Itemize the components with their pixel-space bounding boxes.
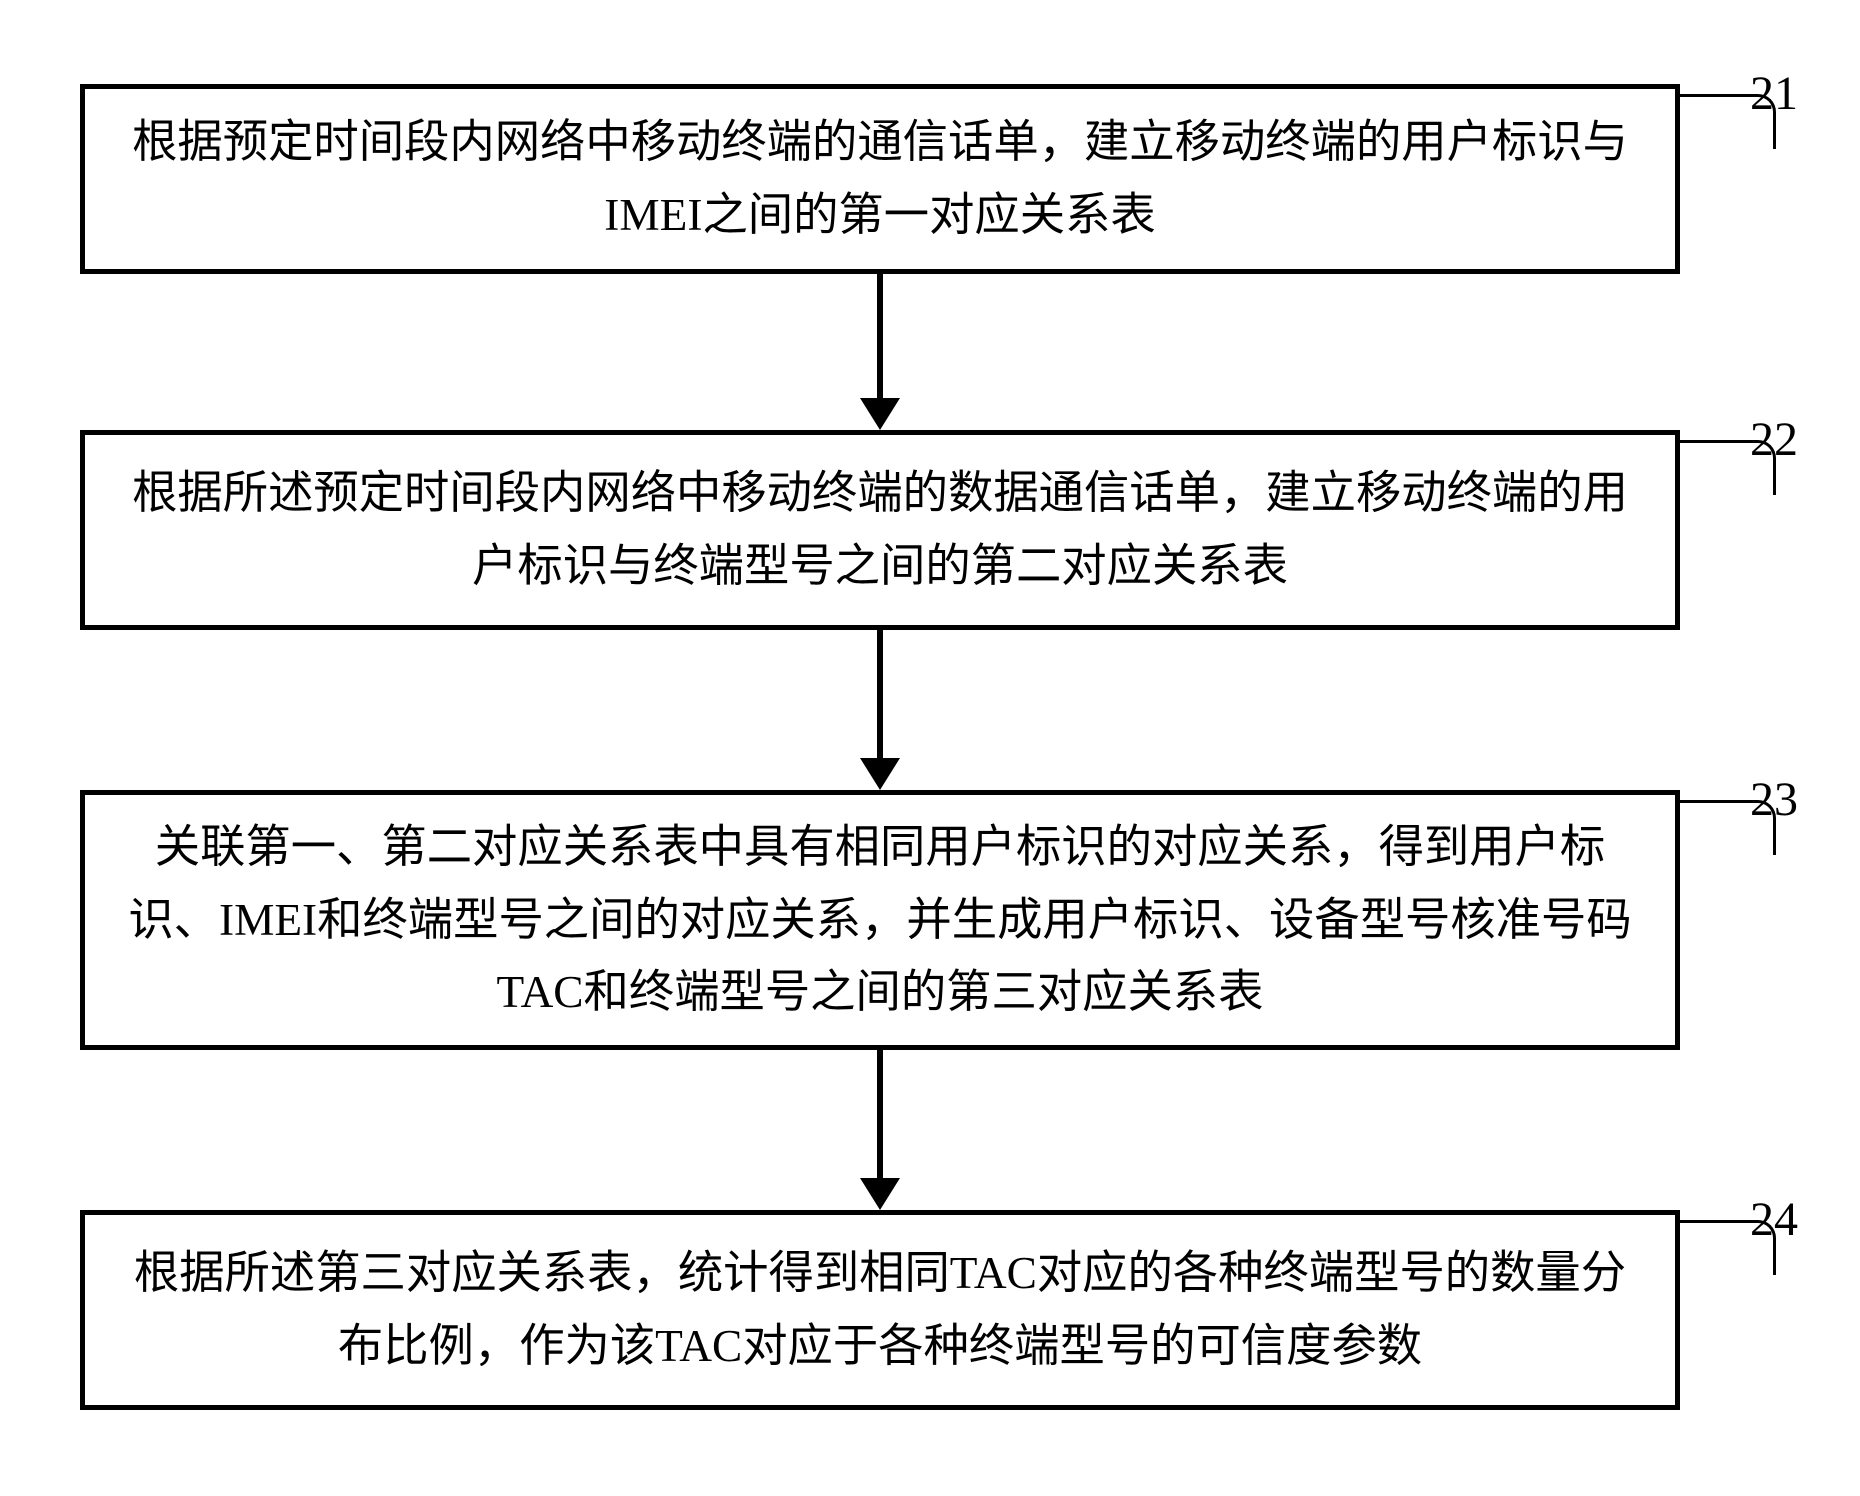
flow-node-text: 根据所述第三对应关系表，统计得到相同TAC对应的各种终端型号的数量分布比例，作为…: [125, 1237, 1635, 1382]
flow-node-n2: 根据所述预定时间段内网络中移动终端的数据通信话单，建立移动终端的用户标识与终端型…: [80, 430, 1680, 630]
flow-node-n4: 根据所述第三对应关系表，统计得到相同TAC对应的各种终端型号的数量分布比例，作为…: [80, 1210, 1680, 1410]
flow-node-label: 24: [1750, 1192, 1798, 1247]
flow-node-label: 23: [1750, 772, 1798, 827]
flow-arrow-head-icon: [860, 398, 900, 430]
flow-arrow-line: [877, 630, 883, 758]
flow-arrow-line: [877, 274, 883, 398]
flow-node-text: 根据预定时间段内网络中移动终端的通信话单，建立移动终端的用户标识与IMEI之间的…: [125, 106, 1635, 251]
flow-node-n1: 根据预定时间段内网络中移动终端的通信话单，建立移动终端的用户标识与IMEI之间的…: [80, 84, 1680, 274]
flow-node-label: 22: [1750, 412, 1798, 467]
flow-arrow-line: [877, 1050, 883, 1178]
flow-arrow-head-icon: [860, 758, 900, 790]
flow-node-label: 21: [1750, 66, 1798, 121]
flow-node-text: 关联第一、第二对应关系表中具有相同用户标识的对应关系，得到用户标识、IMEI和终…: [125, 811, 1635, 1029]
flow-node-n3: 关联第一、第二对应关系表中具有相同用户标识的对应关系，得到用户标识、IMEI和终…: [80, 790, 1680, 1050]
flow-arrow-head-icon: [860, 1178, 900, 1210]
flow-node-text: 根据所述预定时间段内网络中移动终端的数据通信话单，建立移动终端的用户标识与终端型…: [125, 457, 1635, 602]
flowchart-canvas: 根据预定时间段内网络中移动终端的通信话单，建立移动终端的用户标识与IMEI之间的…: [0, 0, 1860, 1496]
